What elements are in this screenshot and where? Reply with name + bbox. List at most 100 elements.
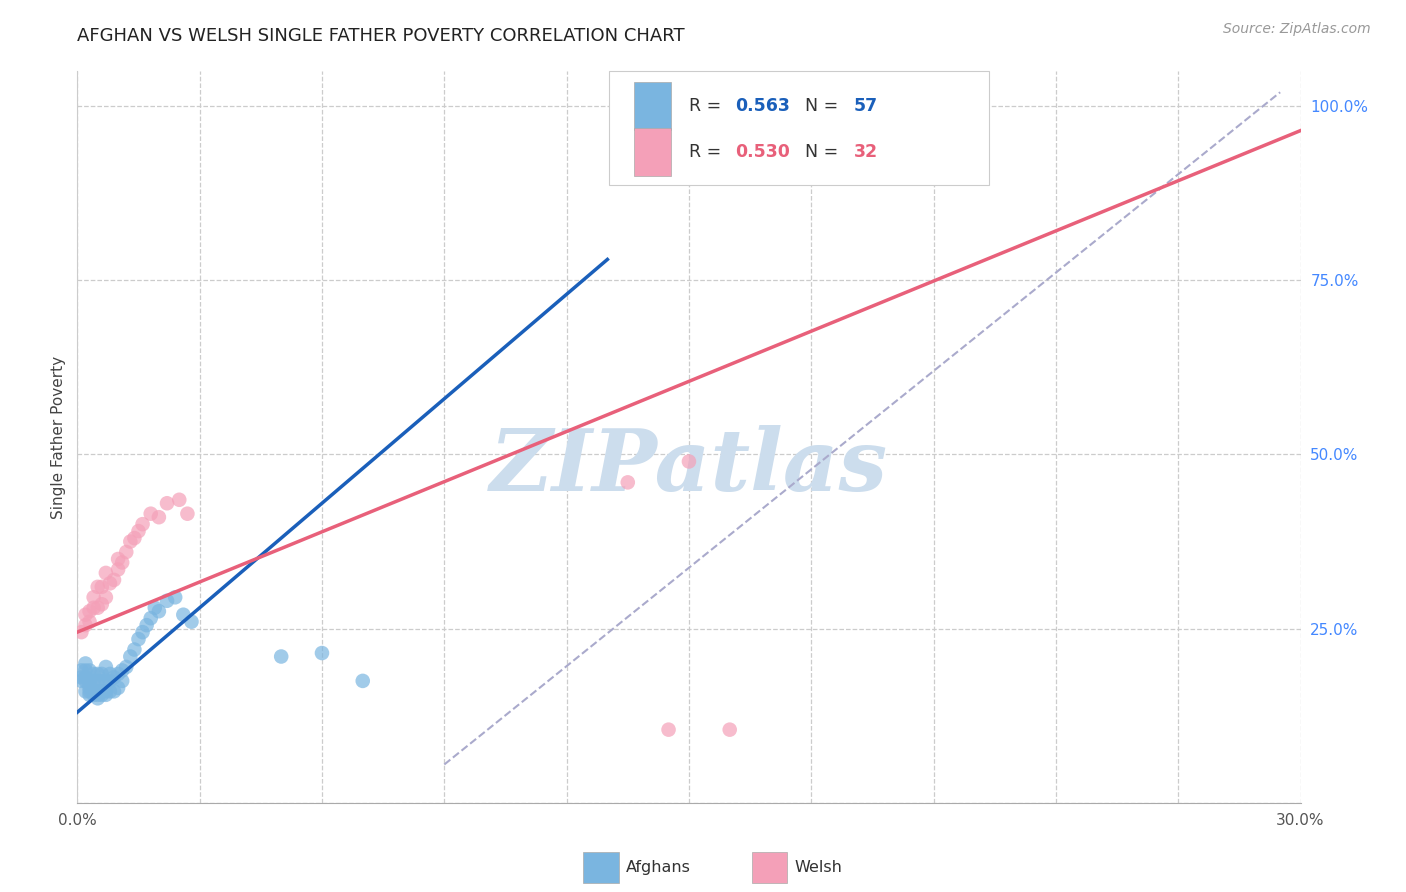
Point xyxy=(79,615,101,629)
Point xyxy=(169,492,191,507)
Text: Afghans: Afghans xyxy=(626,861,690,875)
Point xyxy=(90,684,112,698)
Point xyxy=(124,531,146,545)
Point xyxy=(148,510,170,524)
Point xyxy=(70,670,93,684)
Point xyxy=(75,664,97,678)
FancyBboxPatch shape xyxy=(609,71,988,185)
Point xyxy=(94,591,117,605)
Point xyxy=(90,597,112,611)
Point xyxy=(79,664,101,678)
Bar xyxy=(634,82,671,129)
Point xyxy=(120,534,142,549)
Text: R =: R = xyxy=(689,143,727,161)
Point xyxy=(79,688,101,702)
Point xyxy=(87,667,110,681)
Point xyxy=(148,604,170,618)
Point xyxy=(83,667,105,681)
Point xyxy=(103,573,125,587)
Point xyxy=(156,594,179,608)
Point xyxy=(111,664,134,678)
Point xyxy=(131,517,153,532)
Y-axis label: Single Father Poverty: Single Father Poverty xyxy=(51,356,66,518)
Point xyxy=(87,688,110,702)
Point xyxy=(90,667,112,681)
Point xyxy=(75,670,97,684)
Point xyxy=(70,673,93,688)
Text: N =: N = xyxy=(806,96,844,115)
Text: R =: R = xyxy=(689,96,727,115)
Point xyxy=(87,673,110,688)
Text: 0.530: 0.530 xyxy=(735,143,790,161)
Point xyxy=(699,120,721,134)
Point xyxy=(352,673,374,688)
Text: 32: 32 xyxy=(853,143,879,161)
Point xyxy=(311,646,333,660)
Point xyxy=(270,649,292,664)
Point xyxy=(83,673,105,688)
Point xyxy=(124,642,146,657)
Point xyxy=(128,632,150,646)
Point xyxy=(90,673,112,688)
Point xyxy=(75,673,97,688)
Point xyxy=(87,684,110,698)
Text: 0.563: 0.563 xyxy=(735,96,790,115)
Point xyxy=(617,475,640,490)
Text: Source: ZipAtlas.com: Source: ZipAtlas.com xyxy=(1223,22,1371,37)
Point xyxy=(90,580,112,594)
Point xyxy=(75,684,97,698)
Text: AFGHAN VS WELSH SINGLE FATHER POVERTY CORRELATION CHART: AFGHAN VS WELSH SINGLE FATHER POVERTY CO… xyxy=(77,27,685,45)
Point xyxy=(94,660,117,674)
Point xyxy=(176,507,198,521)
Point xyxy=(107,552,129,566)
Point xyxy=(98,576,121,591)
Point xyxy=(90,688,112,702)
Point xyxy=(135,618,157,632)
Point xyxy=(75,607,97,622)
Point xyxy=(75,618,97,632)
Text: 57: 57 xyxy=(853,96,879,115)
Point xyxy=(94,673,117,688)
Point xyxy=(115,660,138,674)
Point xyxy=(79,604,101,618)
Point xyxy=(180,615,202,629)
Point xyxy=(107,667,129,681)
Point xyxy=(75,657,97,671)
Point xyxy=(143,600,166,615)
Point xyxy=(94,566,117,580)
Text: ZIPatlas: ZIPatlas xyxy=(489,425,889,508)
Point xyxy=(139,611,162,625)
Point xyxy=(103,684,125,698)
Point xyxy=(87,691,110,706)
Point xyxy=(87,580,110,594)
Point xyxy=(98,667,121,681)
Point xyxy=(83,591,105,605)
Point xyxy=(70,664,93,678)
Point xyxy=(718,723,741,737)
Point xyxy=(79,673,101,688)
Point xyxy=(658,723,681,737)
Point xyxy=(111,673,134,688)
Point xyxy=(115,545,138,559)
Point xyxy=(79,681,101,695)
Point xyxy=(83,684,105,698)
Point xyxy=(128,524,150,538)
Point xyxy=(98,684,121,698)
Point xyxy=(107,681,129,695)
Point xyxy=(83,688,105,702)
Point xyxy=(87,600,110,615)
Point xyxy=(111,556,134,570)
Point xyxy=(139,507,162,521)
Point xyxy=(83,600,105,615)
Text: Welsh: Welsh xyxy=(794,861,842,875)
Text: N =: N = xyxy=(806,143,844,161)
Point xyxy=(98,673,121,688)
Point xyxy=(172,607,194,622)
Point xyxy=(79,677,101,691)
Bar xyxy=(634,128,671,176)
Point xyxy=(165,591,187,605)
Point xyxy=(156,496,179,510)
Point xyxy=(678,454,700,468)
Point xyxy=(70,625,93,640)
Point xyxy=(120,649,142,664)
